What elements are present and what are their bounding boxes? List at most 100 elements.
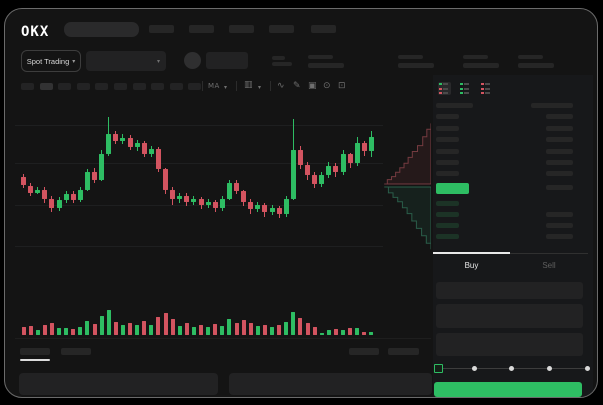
candlestick: [347, 154, 353, 164]
bid-price-cell[interactable]: [436, 234, 459, 239]
timeframe-button[interactable]: [39, 83, 53, 90]
volume-bar: [227, 318, 232, 335]
bottom-right-placeholder: [388, 348, 419, 355]
amount-slider-handle[interactable]: [434, 364, 443, 373]
bid-price-cell[interactable]: [436, 223, 459, 228]
volume-bar: [241, 320, 246, 335]
slider-stop-dot[interactable]: [509, 366, 514, 371]
volume-bar: [284, 321, 289, 335]
toggle-glyph-square: [439, 92, 442, 94]
divider: [15, 338, 431, 339]
ask-amount-cell[interactable]: [546, 160, 573, 165]
ask-price-cell[interactable]: [436, 171, 459, 176]
timeframe-button[interactable]: [188, 83, 202, 90]
ask-amount-cell[interactable]: [546, 149, 573, 154]
header-button[interactable]: [206, 52, 248, 69]
tab-sell[interactable]: Sell: [542, 261, 556, 270]
last-price-badge[interactable]: [436, 183, 469, 194]
candlestick-chart[interactable]: [15, 99, 435, 299]
timeframe-button[interactable]: [151, 83, 165, 90]
volume-bar: [78, 327, 83, 335]
nav-item[interactable]: [229, 25, 254, 33]
candlestick: [141, 142, 147, 155]
pair-selector-dropdown[interactable]: ▾: [86, 51, 166, 71]
toggle-glyph-row: [439, 83, 450, 85]
candlestick: [49, 198, 55, 208]
nav-item[interactable]: [189, 25, 214, 33]
stat-label-placeholder: [463, 55, 488, 59]
chevron-down-icon[interactable]: ▾: [258, 84, 262, 91]
asks-only-icon[interactable]: [480, 82, 493, 95]
app-window: OKX Spot Trading ▾ ▾ MA ▾ ▥ ▾ ∿ ✎ ▣ ⊙ ⊡: [4, 8, 598, 398]
ask-price-cell[interactable]: [436, 114, 459, 119]
bid-amount-cell[interactable]: [546, 223, 573, 228]
candlestick: [326, 166, 332, 176]
candle-style-icon[interactable]: ▥: [244, 80, 253, 90]
ask-price-cell[interactable]: [436, 137, 459, 142]
bid-price-cell[interactable]: [436, 212, 459, 217]
toggle-glyph-square: [481, 92, 484, 94]
bid-price-cell[interactable]: [436, 201, 459, 206]
volume-bar: [333, 329, 338, 335]
combined-book-icon[interactable]: [438, 82, 451, 95]
draw-tool-icon[interactable]: ✎: [293, 81, 301, 91]
avatar[interactable]: [184, 52, 201, 69]
depth-bids-area: [384, 186, 431, 250]
amount-field[interactable]: [436, 333, 583, 356]
volume-bar: [362, 331, 367, 335]
candlestick: [340, 154, 346, 173]
ask-amount-cell[interactable]: [546, 171, 573, 176]
buy-submit-button[interactable]: [434, 382, 582, 397]
bid-amount-cell[interactable]: [546, 234, 573, 239]
slider-stop-dot[interactable]: [547, 366, 552, 371]
timeframe-button[interactable]: [169, 83, 183, 90]
timeframe-button[interactable]: [132, 83, 146, 90]
slider-stop-dot[interactable]: [585, 366, 590, 371]
chevron-down-icon[interactable]: ▾: [224, 84, 228, 91]
bottom-tab[interactable]: [61, 348, 91, 355]
fullscreen-icon[interactable]: ⊡: [338, 81, 346, 91]
camera-icon[interactable]: ▣: [308, 81, 317, 91]
candlestick: [290, 150, 296, 199]
toggle-glyph-row: [481, 92, 492, 94]
price-field[interactable]: [436, 304, 583, 328]
settings-icon[interactable]: ⊙: [323, 81, 331, 91]
candlestick: [170, 190, 176, 199]
bottom-panel-left: [19, 373, 218, 395]
timeframe-button[interactable]: [95, 83, 109, 90]
timeframe-button[interactable]: [114, 83, 127, 90]
slider-stop-dot[interactable]: [472, 366, 477, 371]
tab-buy[interactable]: Buy: [464, 261, 479, 270]
tab-divider: [433, 253, 588, 254]
bottom-tab-active[interactable]: [20, 348, 50, 355]
order-type-field[interactable]: [436, 282, 583, 299]
search-input[interactable]: [64, 22, 139, 37]
bids-only-icon[interactable]: [459, 82, 472, 95]
ask-price-cell[interactable]: [436, 126, 459, 131]
nav-item[interactable]: [311, 25, 336, 33]
candlestick: [99, 154, 105, 180]
timeframe-button[interactable]: [21, 83, 34, 90]
ask-amount-cell[interactable]: [546, 114, 573, 119]
ask-price-cell[interactable]: [436, 149, 459, 154]
line-tool-icon[interactable]: ∿: [277, 81, 285, 91]
nav-item[interactable]: [269, 25, 294, 33]
candlestick: [113, 133, 119, 142]
volume-bar: [64, 328, 69, 335]
ma-indicator-button[interactable]: MA: [208, 82, 220, 90]
timeframe-button[interactable]: [76, 83, 90, 90]
order-book-price-header: [436, 103, 473, 108]
volume-bar: [92, 324, 97, 335]
nav-item[interactable]: [149, 25, 174, 33]
depth-chart: [384, 123, 431, 250]
volume-bar: [21, 327, 26, 335]
ask-amount-cell[interactable]: [546, 126, 573, 131]
ask-price-cell[interactable]: [436, 160, 459, 165]
market-mode-dropdown[interactable]: Spot Trading ▾: [21, 50, 81, 72]
bid-amount-cell[interactable]: [546, 212, 573, 217]
volume-bar: [213, 323, 218, 335]
candlestick: [212, 201, 218, 208]
okx-logo[interactable]: OKX: [21, 24, 50, 40]
timeframe-button[interactable]: [58, 83, 72, 90]
ask-amount-cell[interactable]: [546, 137, 573, 142]
